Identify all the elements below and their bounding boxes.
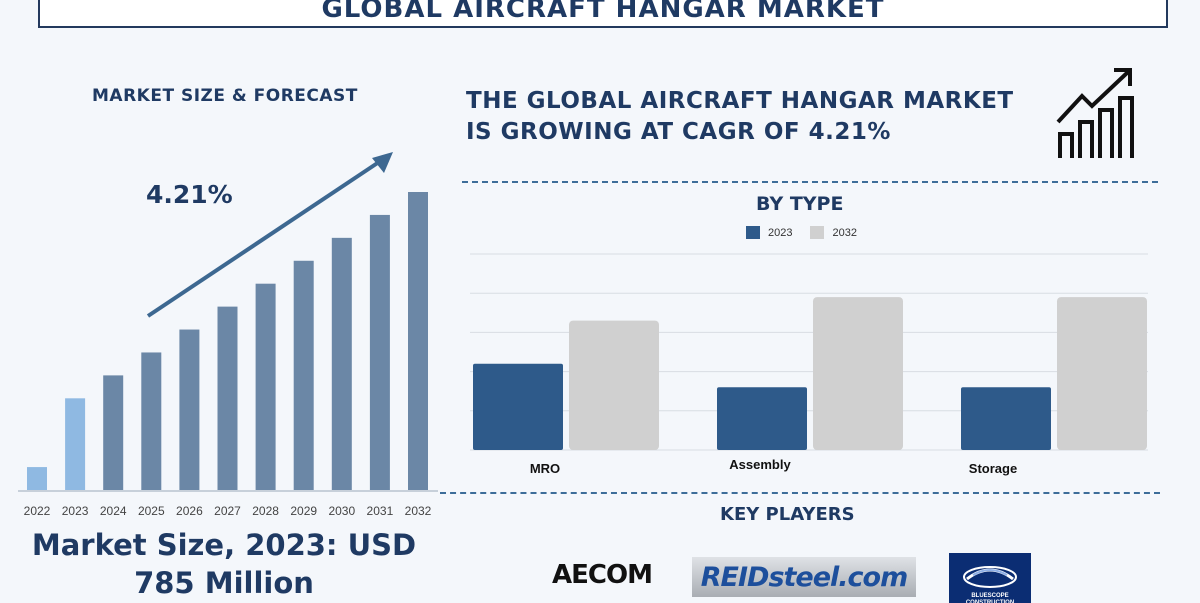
headline-line1: THE GLOBAL AIRCRAFT HANGAR MARKET xyxy=(466,88,1014,114)
type-bar-storage-2023 xyxy=(961,387,1051,450)
type-bar-assembly-2032 xyxy=(813,297,903,450)
aecom-logo: AECOM xyxy=(552,560,653,590)
growth-tick-2028: 2028 xyxy=(252,504,279,518)
growth-chart: 2022 2023 2024 2025 2026 2027 2028 2029 2030 2031… xyxy=(18,152,438,518)
growth-bar-2024 xyxy=(103,375,124,490)
legend-label-2032: 2032 xyxy=(832,226,857,239)
divider-top xyxy=(462,181,1158,183)
bluescope-logo-text: BLUESCOPE CONSTRUCTION xyxy=(965,593,1015,603)
legend-2023: 2023 xyxy=(746,226,792,239)
type-chart: MRO Assembly Storage xyxy=(470,253,1148,476)
by-type-heading: BY TYPE xyxy=(756,193,844,215)
growth-bar-2032 xyxy=(408,192,428,490)
market-size-line2: 785 Million xyxy=(134,566,314,600)
growth-tick-2029: 2029 xyxy=(290,504,317,518)
market-size-text: Market Size, 2023: USD 785 Million xyxy=(14,526,434,602)
reidsteel-logo: REIDsteel.com xyxy=(692,557,916,597)
legend-label-2023: 2023 xyxy=(768,226,793,239)
growth-tick-2025: 2025 xyxy=(138,504,165,518)
growth-tick-2024: 2024 xyxy=(100,504,127,518)
legend-2032: 2032 xyxy=(810,226,857,239)
growth-bar-2023 xyxy=(65,398,86,490)
bluescope-logo: BLUESCOPE CONSTRUCTION xyxy=(949,553,1031,603)
title-bar: GLOBAL AIRCRAFT HANGAR MARKET xyxy=(38,0,1168,28)
legend-swatch-2023 xyxy=(746,226,760,239)
growth-tick-2027: 2027 xyxy=(214,504,241,518)
type-bar-mro-2023 xyxy=(473,363,563,450)
type-category-mro: MRO xyxy=(530,461,560,476)
headline-line2: IS GROWING AT CAGR OF 4.21% xyxy=(466,119,891,145)
page-title: GLOBAL AIRCRAFT HANGAR MARKET xyxy=(321,0,885,24)
growth-tick-2022: 2022 xyxy=(24,504,51,518)
cagr-headline: THE GLOBAL AIRCRAFT HANGAR MARKET IS GRO… xyxy=(466,86,1066,148)
growth-tick-2031: 2031 xyxy=(367,504,394,518)
growth-tick-2026: 2026 xyxy=(176,504,203,518)
divider-bottom xyxy=(440,492,1160,494)
market-size-heading: MARKET SIZE & FORECAST xyxy=(92,86,358,106)
growth-bar-2031 xyxy=(369,214,390,490)
growth-tick-2023: 2023 xyxy=(62,504,89,518)
type-bar-mro-2032 xyxy=(569,320,659,450)
type-category-assembly: Assembly xyxy=(729,457,791,472)
growth-bar-2022 xyxy=(27,467,47,490)
growth-bar-2029 xyxy=(293,260,314,490)
growth-bar-2026 xyxy=(179,329,200,490)
growth-bar-2030 xyxy=(331,237,352,490)
type-category-storage: Storage xyxy=(969,461,1017,476)
growth-tick-2030: 2030 xyxy=(328,504,355,518)
type-bar-storage-2032 xyxy=(1057,297,1147,450)
type-legend: 2023 2032 xyxy=(746,226,857,239)
key-players-heading: KEY PLAYERS xyxy=(720,504,855,525)
legend-swatch-2032 xyxy=(810,226,825,239)
growth-tick-2032: 2032 xyxy=(405,504,432,518)
growth-bar-2025 xyxy=(141,352,162,490)
market-size-line1: Market Size, 2023: USD xyxy=(31,528,417,562)
growth-chart-icon xyxy=(1056,68,1134,158)
growth-bar-2028 xyxy=(255,283,276,490)
reidsteel-logo-text: REIDsteel.com xyxy=(700,561,908,593)
trend-arrow-head xyxy=(372,152,393,173)
trend-arrow-line xyxy=(146,158,384,318)
cagr-label: 4.21% xyxy=(146,180,233,209)
growth-bar-2027 xyxy=(217,306,238,490)
bluescope-emblem-icon xyxy=(963,566,1017,588)
type-bar-assembly-2023 xyxy=(717,387,807,450)
